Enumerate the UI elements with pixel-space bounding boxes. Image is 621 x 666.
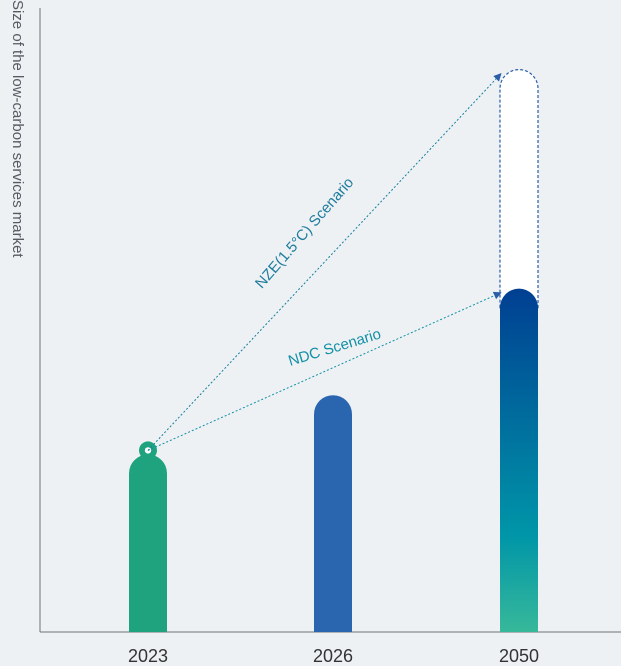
x-tick-label-2023: 2023 <box>128 646 168 666</box>
bar-2050-nze <box>499 69 539 309</box>
ndc-scenario-label: NDC Scenario <box>286 326 383 370</box>
bar-2023-ndc <box>129 454 167 632</box>
nze-arrow <box>147 73 502 451</box>
bar-2026-ndc <box>314 395 352 632</box>
x-tick-label-2026: 2026 <box>313 646 353 666</box>
x-tick-label-2050: 2050 <box>499 646 539 666</box>
bar-2050-ndc <box>500 288 538 632</box>
y-axis-label: Size of the low-carbon services market <box>9 0 26 258</box>
ndc-arrow <box>147 291 502 451</box>
nze-scenario-label: NZE(1.5°C) Scenario <box>252 174 357 292</box>
